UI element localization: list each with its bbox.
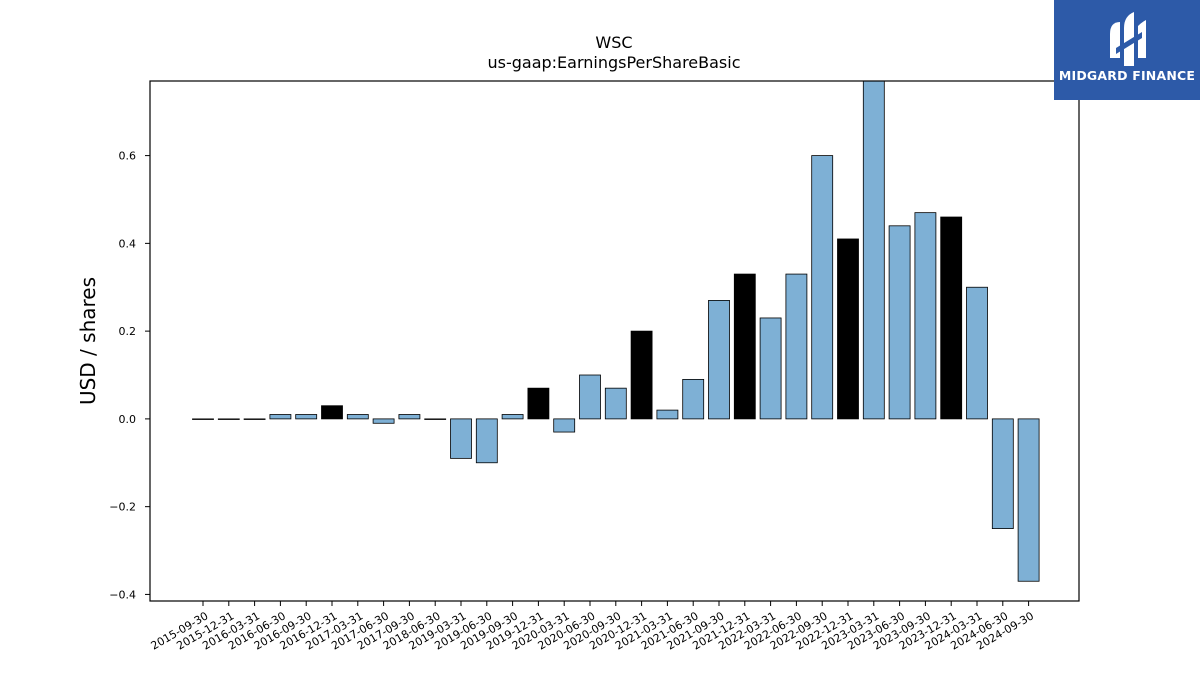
y-tick-label: −0.4 [109,588,136,601]
bar-2022-09-30 [811,155,834,420]
bar-2019-12-31 [527,387,550,420]
y-tick-label: 0.2 [119,325,137,338]
y-tick-label: −0.2 [109,501,136,514]
logo-text: MIDGARD FINANCE [1058,68,1196,83]
bar-2016-03-31 [243,418,266,420]
bar-2015-09-30 [192,418,214,420]
bar-2017-03-31 [346,414,369,420]
bar-2016-06-30 [269,414,292,420]
bars-group [192,80,1040,582]
bar-2024-03-31 [966,286,988,420]
x-ticks-group: 2015-09-302015-12-312016-03-312016-06-30… [149,601,1036,653]
bar-2019-03-31 [450,418,472,459]
plot-frame [149,80,1080,602]
midgard-logo-icon [1110,12,1146,66]
bar-2017-09-30 [398,414,421,420]
bar-2020-03-31 [553,418,576,433]
bar-2023-03-31 [862,80,885,420]
bar-2022-12-31 [837,238,859,420]
bar-2021-09-30 [708,300,730,420]
bar-2021-12-31 [733,273,756,420]
bar-2024-06-30 [991,418,1014,529]
midgard-finance-logo: MIDGARD FINANCE [1054,0,1200,100]
bar-2017-06-30 [372,418,395,424]
chart-subtitle: us-gaap:EarningsPerShareBasic [487,53,740,72]
y-tick-label: 0.4 [119,237,137,250]
chart-title: WSC [595,33,632,52]
bar-2018-06-30 [424,418,447,420]
bar-2016-09-30 [295,414,318,420]
y-axis-label: USD / shares [76,277,100,405]
bar-2019-09-30 [501,414,524,420]
bar-2024-09-30 [1017,418,1040,582]
bar-2021-03-31 [656,409,679,420]
bar-2020-06-30 [579,374,601,420]
bar-2019-06-30 [475,418,498,464]
bar-2023-06-30 [888,225,911,420]
y-ticks-group: −0.4 −0.2 0.0 0.2 0.4 0.6 [109,150,150,601]
bar-2023-09-30 [914,212,937,420]
bar-2020-09-30 [604,387,627,420]
bar-2015-12-31 [217,418,240,420]
y-tick-label: 0.0 [119,413,137,426]
bar-2022-06-30 [785,273,808,420]
bar-2021-06-30 [682,378,705,420]
bar-2023-12-31 [940,216,963,420]
bar-2022-03-31 [759,317,782,420]
bar-2020-12-31 [630,330,653,420]
bar-2016-12-31 [321,405,343,420]
y-tick-label: 0.6 [119,150,137,163]
